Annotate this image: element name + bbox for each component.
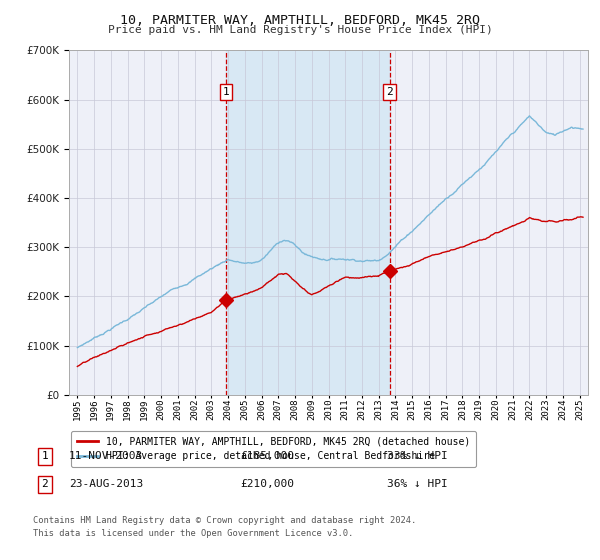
Text: 10, PARMITER WAY, AMPTHILL, BEDFORD, MK45 2RQ: 10, PARMITER WAY, AMPTHILL, BEDFORD, MK4… [120, 14, 480, 27]
Text: 23-AUG-2013: 23-AUG-2013 [69, 479, 143, 489]
Text: 36% ↓ HPI: 36% ↓ HPI [387, 479, 448, 489]
Text: Contains HM Land Registry data © Crown copyright and database right 2024.: Contains HM Land Registry data © Crown c… [33, 516, 416, 525]
Text: 2: 2 [386, 87, 393, 97]
Text: This data is licensed under the Open Government Licence v3.0.: This data is licensed under the Open Gov… [33, 529, 353, 538]
Text: 1: 1 [41, 451, 49, 461]
Bar [226, 50, 389, 395]
Text: 33% ↓ HPI: 33% ↓ HPI [387, 451, 448, 461]
Text: £185,000: £185,000 [240, 451, 294, 461]
Text: £210,000: £210,000 [240, 479, 294, 489]
Text: 2: 2 [41, 479, 49, 489]
Text: 1: 1 [223, 87, 229, 97]
Text: Price paid vs. HM Land Registry's House Price Index (HPI): Price paid vs. HM Land Registry's House … [107, 25, 493, 35]
Text: 11-NOV-2003: 11-NOV-2003 [69, 451, 143, 461]
Legend: 10, PARMITER WAY, AMPTHILL, BEDFORD, MK45 2RQ (detached house), HPI: Average pri: 10, PARMITER WAY, AMPTHILL, BEDFORD, MK4… [71, 431, 476, 467]
